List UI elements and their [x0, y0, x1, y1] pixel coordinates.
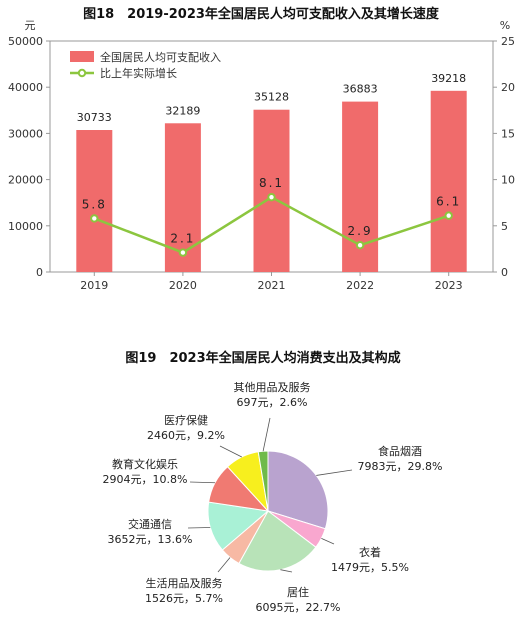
chart18-bar-label: 39218: [431, 72, 466, 85]
chart19-slice-value: 3652元，13.6%: [108, 533, 193, 546]
chart19-title: 图19 2023年全国居民人均消费支出及其构成: [125, 350, 400, 366]
chart18-growth-point: [267, 192, 276, 202]
chart19-slice-value: 6095元，22.7%: [256, 601, 341, 614]
chart19-slice-name: 医疗保健: [164, 413, 208, 427]
chart19-slice-value: 7983元，29.8%: [358, 460, 443, 473]
chart18-left-unit: 元: [25, 19, 36, 32]
chart18-right-tick-label: 5: [501, 220, 508, 233]
chart18-left-tick-label: 10000: [8, 220, 43, 233]
chart18-left-tick-label: 30000: [8, 127, 43, 140]
chart19-slice-name: 衣着: [359, 545, 381, 559]
chart19-slice-name: 其他用品及服务: [234, 381, 311, 394]
chart19-leader-line: [321, 538, 335, 545]
chart19-slice-name: 交通通信: [128, 517, 172, 531]
chart18-x-tick-label: 2022: [346, 279, 374, 292]
chart19-slice-value: 1526元，5.7%: [145, 592, 223, 605]
chart18-right-tick-label: 10: [501, 174, 515, 187]
chart19-slice-value: 2904元，10.8%: [103, 473, 188, 486]
chart18-bar-2019: [76, 130, 113, 272]
chart18-growth-point: [178, 248, 188, 257]
chart19-slice-value: 2460元，9.2%: [147, 429, 225, 442]
chart19-leader-line: [217, 557, 231, 573]
chart18-growth-label: 2.9: [348, 224, 373, 238]
chart19-leader-line: [219, 445, 242, 458]
chart18-x-tick-label: 2019: [80, 279, 108, 292]
chart18-right-tick-label: 25: [501, 35, 515, 48]
chart18-x-tick-label: 2023: [435, 279, 463, 292]
chart18-growth-point: [90, 214, 99, 223]
chart19-slice-name: 食品烟酒: [378, 444, 422, 458]
chart18-x-tick-label: 2021: [258, 279, 286, 292]
chart18-right-tick-label: 15: [501, 127, 515, 140]
chart18-legend-bar-swatch: [70, 51, 94, 62]
chart19-slice-name: 教育文化娱乐: [112, 457, 178, 471]
chart19-slice-居住: [238, 510, 317, 572]
chart18-growth-label: 8.1: [259, 176, 284, 190]
chart19-slice-name: 居住: [287, 585, 309, 599]
chart18-right-tick-label: 20: [501, 81, 515, 94]
chart19-leader-line: [187, 527, 211, 529]
chart18-left-tick-label: 0: [36, 266, 43, 279]
chart18-left-tick-label: 50000: [8, 35, 43, 48]
chart18-left-tick-label: 40000: [8, 81, 43, 94]
chart18-legend-line-label: 比上年实际增长: [100, 66, 177, 80]
chart18-growth-point: [444, 211, 453, 220]
chart19-plot: 食品烟酒 7983元，29.8% 衣着 1479元，5.5% 居住 6095元，22.7%…: [103, 381, 443, 614]
chart19-leader-line: [262, 417, 271, 452]
chart18-bar-label: 35128: [254, 91, 289, 104]
chart18-x-tick-label: 2020: [169, 279, 197, 292]
chart18-growth-point: [355, 241, 365, 250]
chart18-growth-label: 2.1: [170, 232, 195, 246]
chart19-slice-value: 697元，2.6%: [237, 396, 308, 409]
chart18-legend-bar-label: 全国居民人均可支配收入: [100, 50, 221, 64]
chart18-left-tick-label: 20000: [8, 174, 43, 187]
chart18-legend-line-marker: [77, 68, 87, 78]
chart19-slice-value: 1479元，5.5%: [331, 561, 409, 574]
chart18-growth-label: 5.8: [82, 197, 107, 211]
chart18-bar-2023: [430, 90, 467, 273]
chart18-title: 图18 2019-2023年全国居民人均可支配收入及其增长速度: [83, 6, 440, 22]
chart18-bar-label: 30733: [77, 111, 112, 124]
chart19-leader-line: [316, 469, 353, 476]
chart18-right-tick-label: 0: [501, 266, 508, 279]
chart19-slice-食品烟酒: [267, 450, 329, 530]
chart19-leader-line: [189, 481, 216, 484]
chart18-bar-label: 32189: [165, 104, 200, 117]
chart18-bar-label: 36883: [343, 83, 378, 96]
chart18-plot: 0 10000 20000 30000 40000 50000 0 5 10 15 20 25 2019…: [8, 35, 515, 292]
chart18-bar-2021: [253, 109, 290, 272]
chart18-growth-label: 6.1: [436, 195, 461, 209]
chart18-right-unit: %: [500, 19, 510, 32]
chart19-leader-line: [280, 569, 293, 573]
chart19-slice-name: 生活用品及服务: [146, 576, 223, 590]
